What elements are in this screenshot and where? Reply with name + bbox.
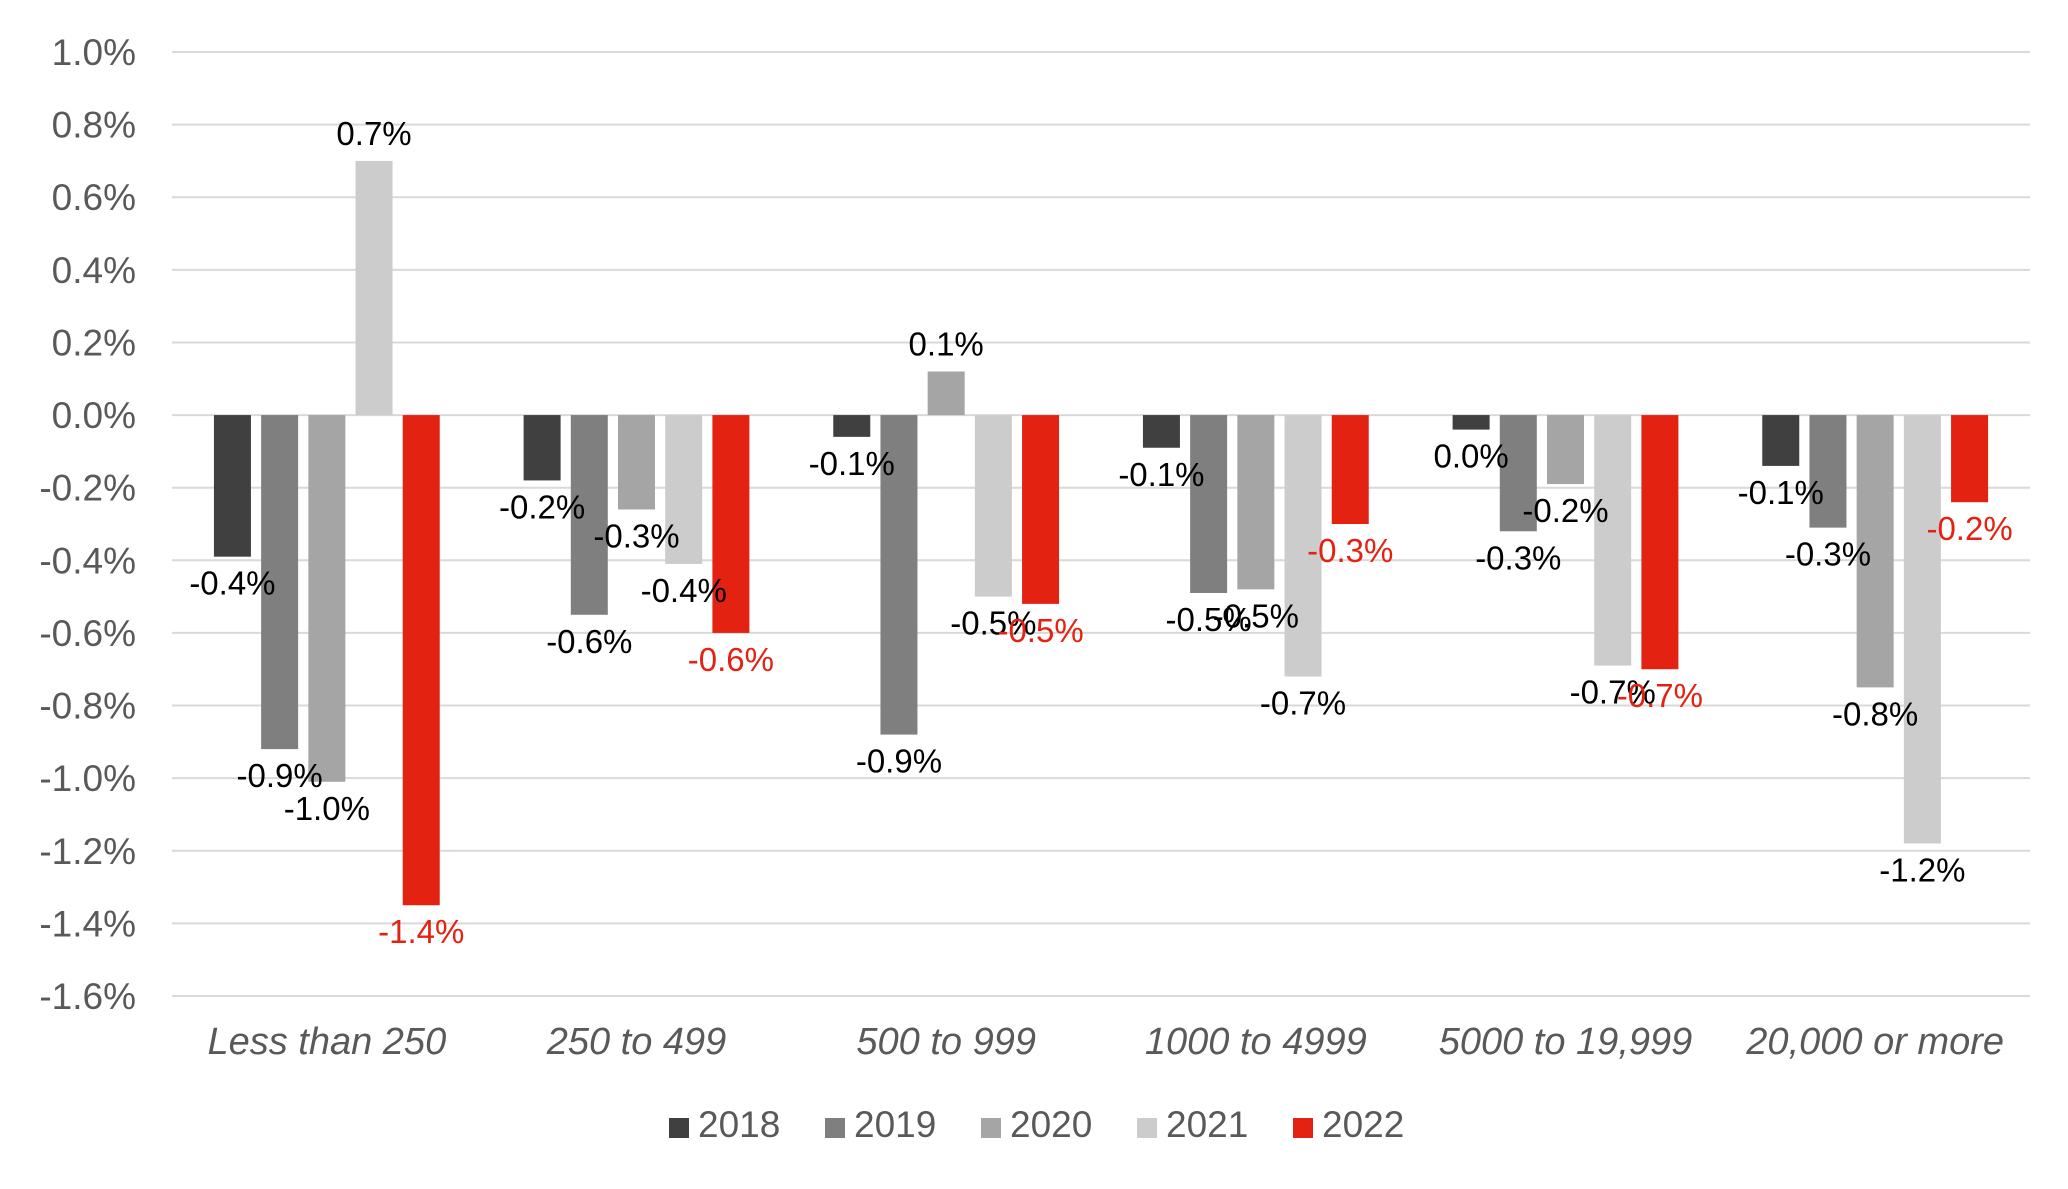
bar-2020 (308, 415, 346, 782)
y-tick-label: 0.2% (52, 322, 136, 363)
bar-2018 (1142, 415, 1180, 448)
data-label-2019: -0.5% (1166, 601, 1252, 638)
y-tick-label: 0.6% (52, 177, 136, 218)
legend-label-2018: 2018 (698, 1104, 780, 1145)
data-label-2018: 0.0% (1433, 438, 1508, 475)
bar-2021 (1594, 415, 1632, 666)
bar-2019 (1499, 415, 1537, 532)
data-label-2022: -0.3% (1307, 532, 1393, 569)
legend: 2018 2019 2020 2021 2022 (669, 1104, 1404, 1145)
legend-swatch-2020 (981, 1118, 1001, 1138)
bar-2018 (833, 415, 871, 437)
data-label-2018: -0.2% (499, 488, 585, 525)
data-label-2019: -0.6% (546, 623, 632, 660)
bar-2019 (261, 415, 299, 750)
bar-2021 (355, 160, 393, 416)
bar-2019 (570, 415, 608, 615)
data-label-2021: -0.7% (1260, 684, 1346, 721)
y-axis-tick-labels: 1.0% 0.8% 0.6% 0.4% 0.2% 0.0% -0.2% -0.4% -0.6% -… (39, 32, 136, 1017)
x-category-label: 20,000 or more (1745, 1021, 2004, 1063)
bar-2020 (1856, 415, 1894, 688)
bar-2021 (665, 415, 703, 564)
bar-2018 (213, 415, 251, 557)
bars (213, 160, 1989, 906)
bar-2021 (1284, 415, 1322, 677)
data-label-2019: -0.9% (237, 757, 323, 794)
data-label-2018: -0.1% (1118, 456, 1204, 493)
bar-2022 (402, 415, 440, 906)
bar-2020 (927, 371, 965, 416)
x-category-label: Less than 250 (207, 1021, 446, 1063)
legend-swatch-2021 (1137, 1118, 1157, 1138)
y-tick-label: -1.2% (39, 831, 136, 872)
x-category-label: 1000 to 4999 (1145, 1021, 1367, 1063)
data-label-2021: 0.7% (336, 115, 411, 152)
bar-2022 (1641, 415, 1679, 670)
data-label-2021: -1.2% (1879, 852, 1965, 889)
gridlines (172, 51, 2030, 997)
y-tick-label: -0.2% (39, 468, 136, 509)
data-label-2018: -0.4% (189, 565, 275, 602)
data-label-2020: 0.1% (909, 326, 984, 363)
bar-2020 (1237, 415, 1275, 590)
data-label-2022: -0.7% (1617, 677, 1703, 714)
data-label-2019: -0.9% (856, 743, 942, 780)
y-tick-label: -1.0% (39, 758, 136, 799)
data-label-2019: -0.3% (1785, 536, 1871, 573)
y-tick-label: 0.0% (52, 395, 136, 436)
x-category-label: 5000 to 19,999 (1439, 1021, 1693, 1063)
y-tick-label: -0.8% (39, 686, 136, 727)
bar-2022 (712, 415, 750, 633)
data-label-2022: -1.4% (378, 913, 464, 950)
legend-label-2020: 2020 (1010, 1104, 1092, 1145)
y-tick-label: -0.4% (39, 540, 136, 581)
bar-2019 (880, 415, 918, 735)
legend-label-2019: 2019 (854, 1104, 936, 1145)
data-label-2022: -0.5% (997, 612, 1083, 649)
bar-2022 (1331, 415, 1369, 524)
y-tick-label: 1.0% (52, 32, 136, 73)
data-label-2022: -0.2% (1926, 510, 2012, 547)
bar-2018 (1452, 415, 1490, 430)
y-tick-label: -0.6% (39, 613, 136, 654)
data-label-2020: -0.8% (1832, 695, 1918, 732)
bar-2020 (618, 415, 655, 510)
legend-swatch-2022 (1293, 1118, 1313, 1138)
data-label-2021: -0.4% (641, 572, 727, 609)
data-labels: -0.4%-0.9%-1.0%0.7%-1.4%-0.2%-0.6%-0.3%-… (189, 115, 2012, 950)
x-category-label: 500 to 999 (856, 1021, 1036, 1063)
legend-swatch-2018 (669, 1118, 689, 1138)
bar-2018 (523, 415, 561, 481)
data-label-2018: -0.1% (809, 445, 895, 482)
bar-2022 (1022, 415, 1060, 604)
y-tick-label: 0.8% (52, 105, 136, 146)
legend-label-2021: 2021 (1166, 1104, 1248, 1145)
legend-label-2022: 2022 (1322, 1104, 1404, 1145)
data-label-2018: -0.1% (1738, 474, 1824, 511)
data-label-2020: -0.3% (593, 517, 679, 554)
bar-2022 (1951, 415, 1989, 503)
bar-2021 (1903, 415, 1941, 844)
x-axis-category-labels: Less than 250 250 to 499 500 to 999 1000 to… (207, 1021, 2004, 1063)
data-label-2020: -1.0% (284, 790, 370, 827)
data-label-2022: -0.6% (688, 641, 774, 678)
bar-2021 (974, 415, 1012, 597)
bar-2019 (1190, 415, 1228, 593)
legend-swatch-2019 (825, 1118, 845, 1138)
data-label-2019: -0.3% (1475, 539, 1561, 576)
y-tick-label: -1.6% (39, 976, 136, 1017)
y-tick-label: 0.4% (52, 250, 136, 291)
data-label-2020: -0.5% (1213, 597, 1299, 634)
data-label-2021: -0.5% (950, 605, 1036, 642)
data-label-2021: -0.7% (1570, 674, 1656, 711)
bar-2018 (1762, 415, 1800, 466)
data-label-2020: -0.2% (1522, 492, 1608, 529)
y-tick-label: -1.4% (39, 903, 136, 944)
bar-2019 (1809, 415, 1847, 528)
x-category-label: 250 to 499 (546, 1021, 727, 1063)
bar-2020 (1547, 415, 1584, 485)
